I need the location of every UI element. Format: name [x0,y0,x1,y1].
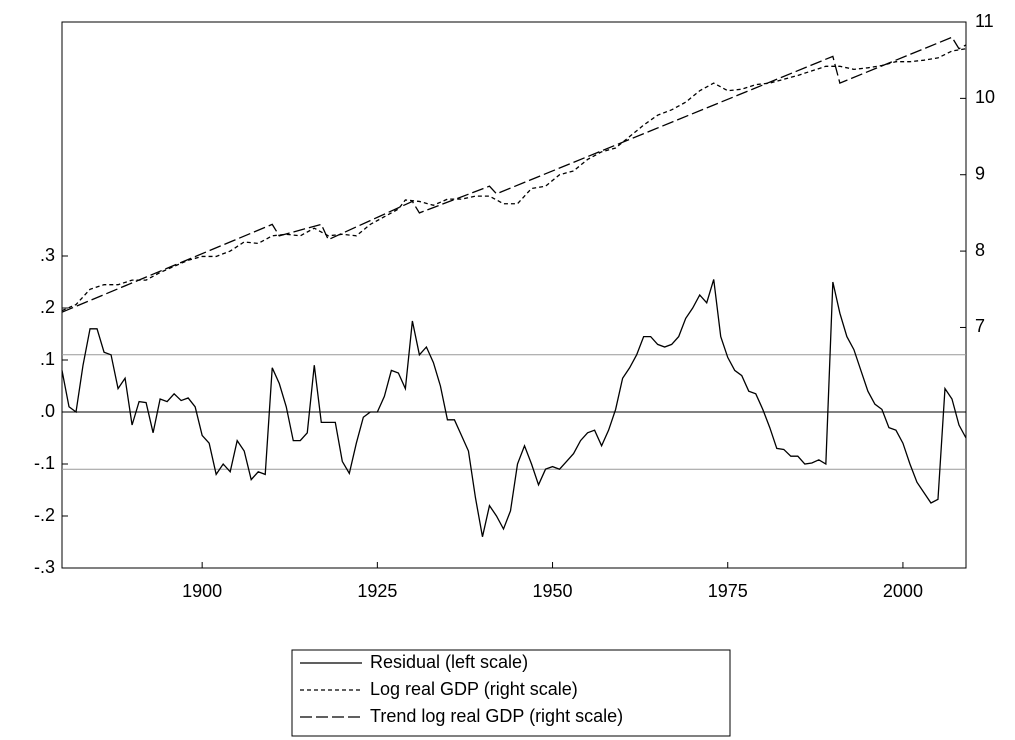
y2-tick-label: 7 [975,316,985,336]
y2-tick-label: 8 [975,240,985,260]
y2-tick-label: 9 [975,163,985,183]
x-tick-label: 1975 [708,581,748,601]
series-line [61,48,967,312]
x-tick-label: 1900 [182,581,222,601]
legend-label: Residual (left scale) [370,652,528,672]
legend-box [291,649,731,737]
y-tick-label: .0 [40,401,55,421]
y-tick-label: -.2 [34,505,55,525]
y-tick-label: .3 [40,245,55,265]
y-tick-label: .2 [40,297,55,317]
y-tick-label: .1 [40,349,55,369]
series-line [61,36,967,313]
y2-tick-label: 10 [975,87,995,107]
y2-tick-label: 11 [975,11,994,31]
x-tick-label: 1950 [533,581,573,601]
legend-label: Log real GDP (right scale) [370,679,578,699]
legend-label: Trend log real GDP (right scale) [370,706,623,726]
plot-frame [61,21,967,569]
y-tick-label: -.3 [34,557,55,577]
series-line [61,279,967,537]
x-tick-label: 1925 [357,581,397,601]
y-tick-label: -.1 [34,453,55,473]
x-tick-label: 2000 [883,581,923,601]
